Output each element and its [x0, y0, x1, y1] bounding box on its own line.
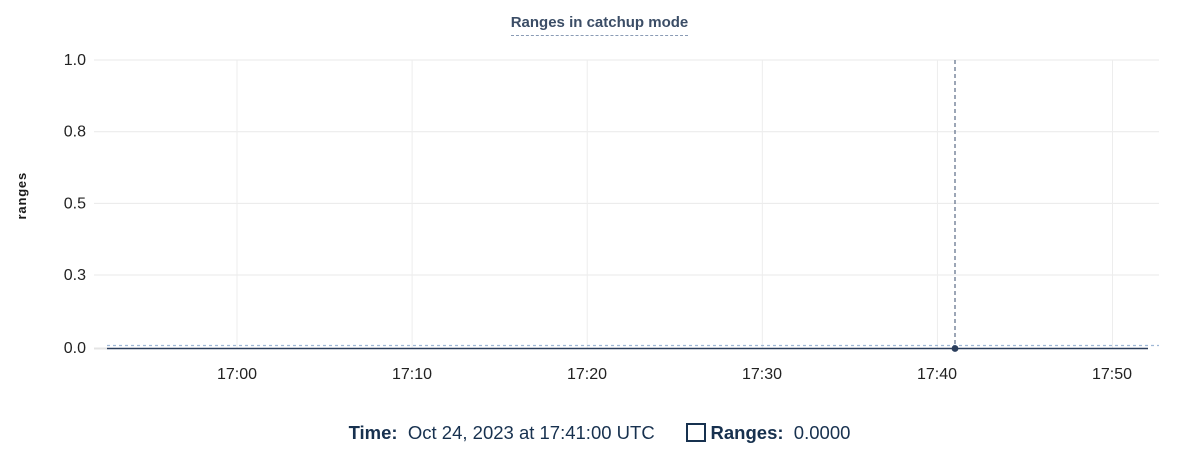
svg-text:0.8: 0.8 [64, 124, 86, 141]
svg-text:0.5: 0.5 [64, 195, 86, 212]
svg-text:0.3: 0.3 [64, 267, 86, 284]
svg-text:17:30: 17:30 [742, 366, 782, 383]
svg-text:1.0: 1.0 [64, 52, 86, 69]
svg-text:17:20: 17:20 [567, 366, 607, 383]
svg-text:17:50: 17:50 [1092, 366, 1132, 383]
svg-text:17:40: 17:40 [917, 366, 957, 383]
svg-text:17:00: 17:00 [217, 366, 257, 383]
svg-text:0.0: 0.0 [64, 340, 86, 357]
svg-text:17:10: 17:10 [392, 366, 432, 383]
